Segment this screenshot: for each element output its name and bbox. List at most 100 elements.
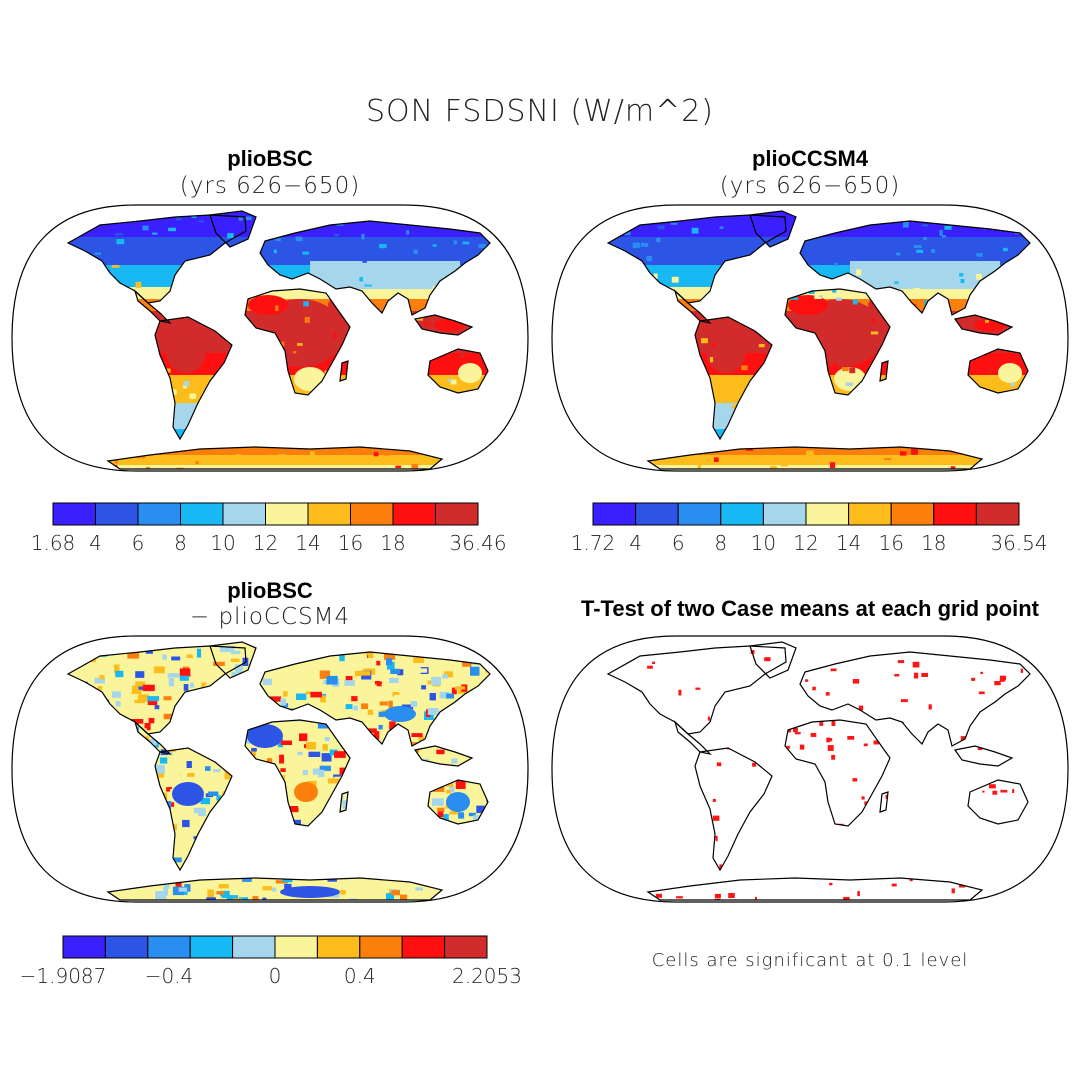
colorbar-tick-label: 16 — [338, 531, 363, 555]
page-title: SON FSDSNI (W/m^2) — [366, 94, 714, 129]
colorbar-tick-label: 18 — [921, 531, 946, 555]
coastline-central-america — [673, 289, 712, 324]
colorbar-tick-label: 0 — [269, 964, 282, 988]
colorbar-swatch — [848, 502, 892, 526]
map-shading — [608, 211, 1030, 469]
colorbar-difference: −1.9087 −0.4 0 0.4 2.2053 — [20, 935, 522, 988]
coastline-antarctica — [106, 446, 444, 470]
colorbar-swatch — [762, 502, 807, 526]
map-difference — [11, 635, 529, 903]
colorbar-tick-label: 18 — [380, 531, 405, 555]
map-frame — [551, 635, 1069, 903]
panel-subtitle-plioBSC: (yrs 626−650) — [179, 173, 361, 199]
colorbar-swatch — [435, 502, 479, 526]
colorbar-plioBSC: 1.68 4 6 8 10 12 14 16 18 36.46 — [31, 502, 507, 555]
colorbar-swatch — [180, 502, 224, 526]
map-frame — [11, 204, 529, 472]
colorbar-swatch — [350, 502, 394, 526]
colorbar-tick-label: 10 — [751, 531, 776, 555]
coastline-madagascar — [879, 791, 889, 813]
coastline-south-america — [694, 747, 773, 872]
coastline-greenland — [749, 641, 797, 679]
coastline-southeast-asia — [953, 745, 1014, 767]
coastline-north-america — [66, 645, 247, 735]
colorbar-swatch — [222, 502, 266, 526]
colorbar-swatch — [232, 935, 276, 959]
colorbar-tick-label: 1.68 — [31, 531, 76, 555]
coastline-australia — [427, 779, 489, 825]
colorbar-swatch — [720, 502, 764, 526]
colorbar-tick-label: 0.4 — [344, 964, 376, 988]
colorbar-swatch — [975, 502, 1020, 526]
colorbar-tick-label: 4 — [629, 531, 642, 555]
colorbar-tick-label: 36.46 — [449, 531, 506, 555]
colorbar-swatch — [274, 935, 318, 959]
colorbar-swatch — [401, 935, 446, 959]
map-frame — [11, 635, 529, 903]
coastline-central-america — [673, 720, 712, 755]
colorbar-tick-label: 8 — [714, 531, 727, 555]
colorbar-tick-label: 8 — [174, 531, 187, 555]
coastline-antarctica — [646, 877, 984, 901]
colorbar-tick-label: 2.2053 — [452, 964, 522, 988]
colorbar-swatch — [635, 502, 679, 526]
colorbar-swatch — [104, 935, 149, 959]
coastline-southeast-asia — [413, 314, 474, 336]
colorbar-tick-label: 1.72 — [571, 531, 616, 555]
coastline-australia — [967, 779, 1029, 825]
colorbar-swatch — [307, 502, 351, 526]
coastline-africa — [244, 719, 351, 827]
colorbar-plioCCSM4: 1.72 4 6 8 10 12 14 16 18 36.54 — [571, 502, 1048, 555]
coastline-africa — [784, 288, 891, 396]
colorbar-tick-label: 6 — [132, 531, 145, 555]
colorbar-swatch — [147, 935, 191, 959]
coastline-australia — [427, 348, 489, 394]
coastline-africa — [244, 288, 351, 396]
colorbar-swatch — [95, 502, 139, 526]
coastline-europe-asia — [799, 220, 1031, 316]
coastline-madagascar — [879, 360, 889, 382]
coastline-madagascar — [339, 360, 349, 382]
coastline-australia — [967, 348, 1029, 394]
colorbar-tick-label: 10 — [210, 531, 235, 555]
coastline-europe-asia — [799, 651, 1031, 747]
colorbar-tick-label: 12 — [793, 531, 818, 555]
colorbar-swatch — [805, 502, 850, 526]
colorbar-tick-label: 12 — [253, 531, 278, 555]
colorbar-tick-label: 16 — [878, 531, 903, 555]
coastline-greenland — [749, 210, 797, 248]
map-ttest — [551, 635, 1069, 903]
map-frame — [551, 204, 1069, 472]
panel-title-ttest: T-Test of two Case means at each grid po… — [580, 596, 1039, 621]
colorbar-swatch — [359, 935, 403, 959]
colorbar-swatch — [52, 502, 96, 526]
colorbar-swatch — [189, 935, 234, 959]
colorbar-tick-label: 4 — [89, 531, 102, 555]
coastline-madagascar — [339, 791, 349, 813]
panel-title-plioCCSM4: plioCCSM4 — [751, 146, 869, 171]
panel-subtitle-difference: − plioCCSM4 — [189, 604, 351, 630]
coastline-europe-asia — [259, 220, 491, 316]
colorbar-swatch — [392, 502, 436, 526]
colorbar-swatch — [316, 935, 361, 959]
colorbar-swatch — [137, 502, 181, 526]
colorbar-swatch — [444, 935, 488, 959]
colorbar-tick-label: 14 — [295, 531, 320, 555]
colorbar-tick-label: 36.54 — [990, 531, 1047, 555]
coastline-north-america — [606, 214, 787, 304]
coastline-southeast-asia — [413, 745, 474, 767]
coastline-north-america — [606, 645, 787, 735]
colorbar-swatch — [677, 502, 722, 526]
coastline-southeast-asia — [953, 314, 1014, 336]
colorbar-swatch — [592, 502, 637, 526]
colorbar-tick-label: 6 — [672, 531, 685, 555]
coastline-central-america — [133, 720, 172, 755]
panel-title-plioBSC: plioBSC — [227, 146, 313, 171]
panel-title-difference: plioBSC — [227, 578, 313, 603]
panel-subtitle-plioCCSM4: (yrs 626−650) — [719, 173, 901, 199]
colorbar-swatch — [890, 502, 935, 526]
coastline-south-america — [694, 316, 773, 441]
coastline-antarctica — [106, 877, 444, 901]
coastline-south-america — [154, 316, 233, 441]
colorbar-swatch — [933, 502, 977, 526]
